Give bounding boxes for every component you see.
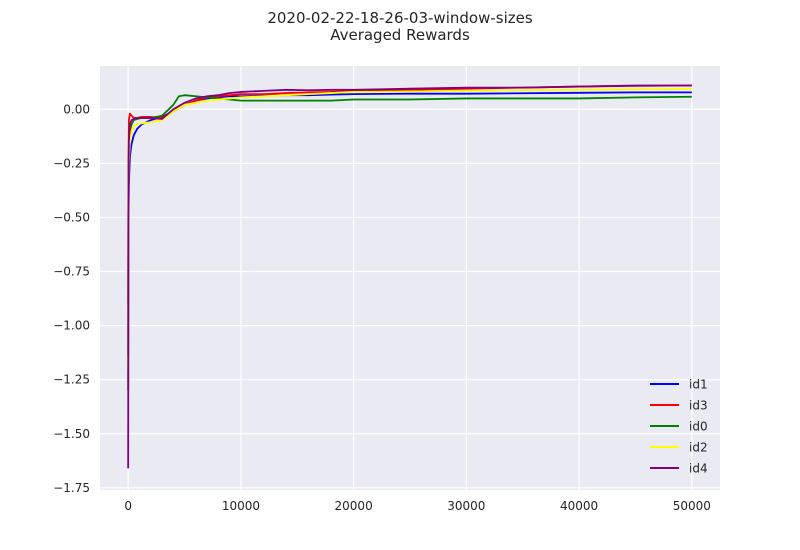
- legend-label-id2: id2: [689, 441, 708, 455]
- x-tick-label: 40000: [560, 499, 598, 513]
- legend-label-id4: id4: [689, 462, 708, 476]
- x-tick-label: 0: [124, 499, 132, 513]
- y-tick-label: −1.25: [53, 373, 90, 387]
- legend-label-id3: id3: [689, 399, 708, 413]
- gridlines: [100, 66, 720, 490]
- y-tick-label: 0.00: [63, 102, 90, 116]
- legend-label-id0: id0: [689, 420, 708, 434]
- series-line-id3: [127, 84, 692, 304]
- y-tick-label: −0.75: [53, 265, 90, 279]
- x-tick-label: 50000: [673, 499, 711, 513]
- y-tick-label: −0.25: [53, 156, 90, 170]
- x-tick-label: 20000: [335, 499, 373, 513]
- series-lines: [127, 84, 692, 469]
- series-line-id4: [127, 84, 692, 469]
- y-tick-label: −1.00: [53, 319, 90, 333]
- legend-label-id1: id1: [689, 378, 708, 392]
- x-tick-label: 10000: [222, 499, 260, 513]
- plot-area: [100, 66, 720, 490]
- y-axis: 0.00 −0.25 −0.50 −0.75 −1.00 −1.25 −1.50 −1.75: [53, 102, 90, 495]
- y-tick-label: −1.50: [53, 427, 90, 441]
- y-tick-label: −1.75: [53, 481, 90, 495]
- series-line-id0: [127, 94, 692, 391]
- series-line-id2: [127, 88, 692, 369]
- x-tick-label: 30000: [447, 499, 485, 513]
- legend: id1 id3 id0 id2 id4: [650, 378, 708, 476]
- y-tick-label: −0.50: [53, 210, 90, 224]
- chart-title: 2020-02-22-18-26-03-window-sizes: [267, 9, 533, 27]
- chart-subtitle: Averaged Rewards: [330, 26, 470, 44]
- x-axis: 0 10000 20000 30000 40000 50000: [124, 499, 711, 513]
